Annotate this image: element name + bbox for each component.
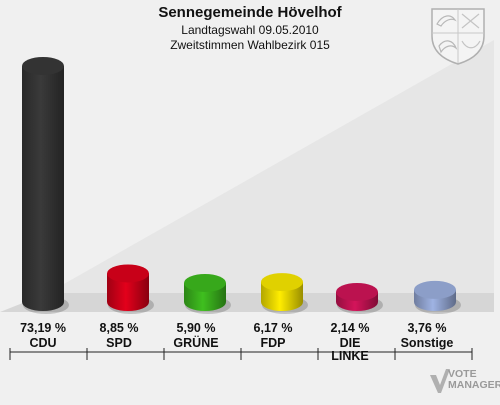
category-label-fdp: FDP <box>260 336 286 350</box>
bar-cdu <box>22 57 69 314</box>
bar-die-linke <box>336 283 383 314</box>
bar-sonstige <box>414 280 461 314</box>
value-label-sonstige: 3,76 % <box>407 321 447 335</box>
bar-fdp <box>261 273 308 314</box>
logo-line-1: VOTE <box>448 368 477 380</box>
bar-gr-ne <box>184 273 231 314</box>
chart-title: Sennegemeinde Hövelhof <box>158 4 342 21</box>
value-label-linke: 2,14 % <box>330 321 370 335</box>
chart-subtitle: Landtagswahl 09.05.2010 <box>181 23 319 37</box>
vote-manager-logo-text: VOTE MANAGER <box>448 369 500 391</box>
bar-spd <box>107 264 154 314</box>
category-label-gruene: GRÜNE <box>173 336 219 350</box>
category-label-linke: DIE LINKE <box>331 336 369 363</box>
value-label-fdp: 6,17 % <box>253 321 293 335</box>
value-label-cdu: 73,19 % <box>20 321 66 335</box>
logo-line-2: MANAGER <box>448 379 500 391</box>
value-label-spd: 8,85 % <box>99 321 139 335</box>
value-label-gruene: 5,90 % <box>176 321 216 335</box>
background-wedge <box>48 40 494 293</box>
vote-manager-logo <box>430 369 450 393</box>
category-label-spd: SPD <box>106 336 132 350</box>
chart-subtitle-2: Zweitstimmen Wahlbezirk 015 <box>170 38 330 52</box>
category-label-cdu: CDU <box>29 336 57 350</box>
category-label-sonstige: Sonstige <box>400 336 454 350</box>
coat-of-arms-icon <box>431 8 485 65</box>
